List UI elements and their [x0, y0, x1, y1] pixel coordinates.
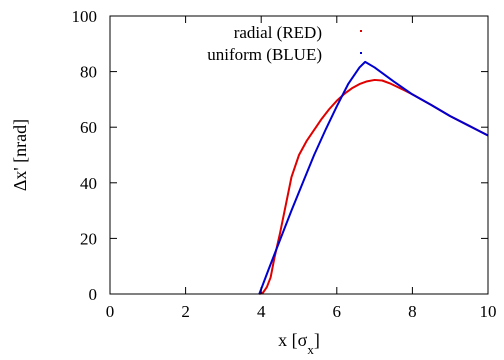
- series-line-0: [258, 78, 489, 295]
- x-tick-label: 8: [408, 302, 417, 321]
- legend-label-1: uniform (BLUE): [207, 45, 322, 64]
- legend: radial (RED) uniform (BLUE): [207, 23, 362, 64]
- legend-label-0: radial (RED): [234, 23, 322, 42]
- y-tick-label: 40: [80, 174, 97, 193]
- x-axis-label: x [σx]: [278, 330, 320, 357]
- legend-swatch-0: [360, 30, 362, 32]
- plot-frame: [109, 15, 489, 295]
- series-layer: [258, 60, 489, 295]
- y-tick-label: 0: [89, 285, 98, 304]
- x-axis-label-main: x [σ: [278, 330, 307, 350]
- x-tick-label: 10: [480, 302, 497, 321]
- x-axis-label-subscript: x: [307, 342, 314, 357]
- x-tick-label: 4: [257, 302, 266, 321]
- x-tick-label: 6: [333, 302, 342, 321]
- series-line-1: [258, 60, 489, 295]
- y-tick-label: 80: [80, 63, 97, 82]
- x-tick-label: 0: [106, 302, 115, 321]
- y-tick-label: 100: [72, 7, 98, 26]
- y-tick-label: 20: [80, 229, 97, 248]
- legend-swatch-1: [360, 52, 362, 54]
- x-axis-label-end: ]: [314, 330, 320, 350]
- y-axis-label: Δx' [nrad]: [10, 119, 30, 191]
- x-tick-label: 2: [181, 302, 190, 321]
- y-tick-label: 60: [80, 118, 97, 137]
